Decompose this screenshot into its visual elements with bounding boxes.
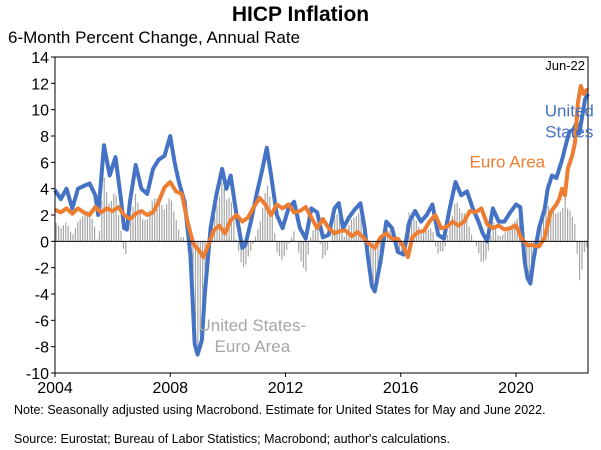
y-tick-label: 12 [31, 76, 49, 93]
y-tick-label: 4 [40, 182, 49, 199]
chart-title: HICP Inflation [231, 3, 370, 26]
y-tick-label: -10 [26, 366, 49, 383]
y-tick-label: 0 [40, 234, 49, 251]
x-tick-label: 2020 [498, 380, 534, 397]
difference-label: United States-Euro Area [198, 316, 306, 356]
series-line-euro-area [54, 84, 589, 260]
series-lines [53, 84, 590, 357]
series-labels: United States Euro Area United States-Euro … [198, 101, 593, 356]
euro-area-label: Euro Area [470, 153, 546, 172]
y-tick-label: -4 [35, 287, 49, 304]
x-tick-label: 2008 [152, 380, 188, 397]
x-tick-label: 2012 [268, 380, 304, 397]
y-tick-label: 6 [40, 155, 49, 172]
y-tick-label: 10 [31, 103, 49, 120]
chart-note: Note: Seasonally adjusted using Macrobon… [14, 403, 546, 417]
axes: -10 -8 -6 -4 -2 0 2 4 6 8 10 12 14 2004 2008 2012 2016 20… [26, 50, 589, 397]
y-tick-label: -2 [35, 261, 49, 278]
y-tick-label: 14 [31, 50, 49, 67]
chart-source: Source: Eurostat; Bureau of Labor Statis… [14, 432, 450, 446]
end-date-label: Jun-22 [545, 58, 585, 73]
series-line-united-states [53, 92, 590, 357]
y-tick-label: -6 [35, 313, 49, 330]
y-tick-label: -8 [35, 340, 49, 357]
x-tick-label: 2004 [37, 380, 73, 397]
y-tick-label: 8 [40, 129, 49, 146]
difference-bars [55, 177, 588, 346]
y-tick-label: 2 [40, 208, 49, 225]
x-tick-label: 2016 [383, 380, 419, 397]
chart-subtitle: 6-Month Percent Change, Annual Rate [8, 28, 301, 47]
united-states-label: United States [545, 101, 594, 141]
